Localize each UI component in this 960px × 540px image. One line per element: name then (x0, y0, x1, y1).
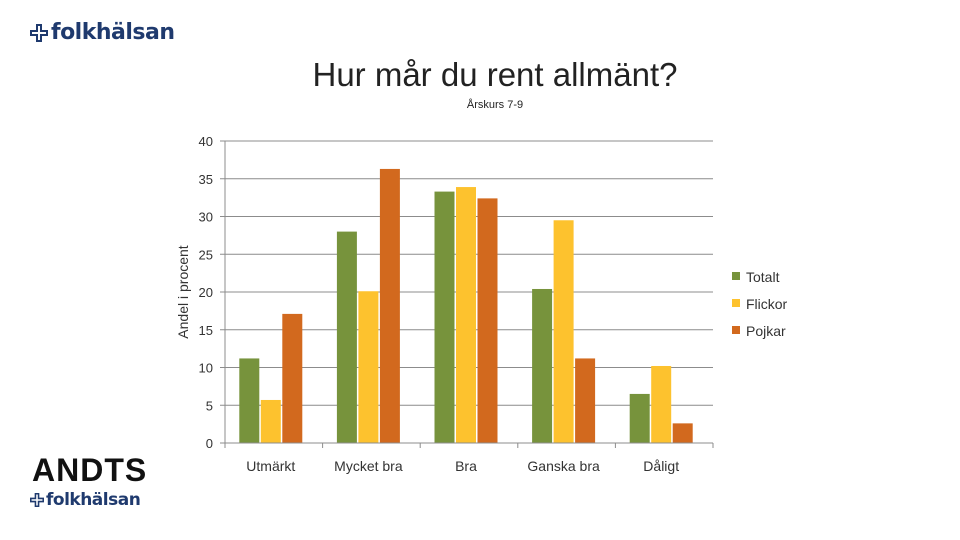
y-tick-label: 30 (199, 210, 213, 225)
plus-cross-icon (30, 493, 44, 507)
y-tick-label: 20 (199, 285, 213, 300)
chart-subtitle: Årskurs 7-9 (466, 99, 524, 111)
legend-swatch (732, 326, 740, 334)
bar-pojkar (477, 198, 498, 443)
brand-name: folkhälsan (51, 20, 175, 45)
y-tick-label: 0 (206, 436, 213, 451)
legend-label: Pojkar (746, 323, 786, 339)
bar-flickor (553, 220, 574, 443)
legend-label: Flickor (746, 296, 788, 312)
x-tick-label: Mycket bra (334, 458, 403, 474)
x-tick-label: Utmärkt (246, 458, 295, 474)
x-tick-label: Dåligt (643, 458, 679, 474)
legend-swatch (732, 299, 740, 307)
plus-cross-icon (30, 23, 48, 42)
x-tick-label: Bra (455, 458, 477, 474)
y-tick-label: 10 (199, 361, 213, 376)
andts-logo: ANDTS (32, 452, 148, 488)
bar-flickor (358, 291, 379, 443)
bar-pojkar (379, 168, 400, 443)
x-tick-label: Ganska bra (527, 458, 600, 474)
y-tick-label: 25 (199, 247, 213, 262)
legend-swatch (732, 272, 740, 280)
bar-totalt (239, 358, 260, 443)
bar-flickor (260, 399, 281, 443)
bar-totalt (336, 231, 357, 443)
bar-flickor (456, 187, 476, 443)
brand-name-bottom: folkhälsan (46, 490, 141, 510)
chart-title: Hur mår du rent allmänt? (312, 56, 678, 93)
bar-totalt (532, 288, 553, 443)
bar-totalt (434, 191, 455, 443)
y-tick-label: 35 (199, 172, 213, 187)
y-tick-label: 15 (199, 323, 213, 338)
bar-pojkar (672, 423, 693, 443)
bar-pojkar (282, 313, 303, 443)
bar-pojkar (575, 358, 596, 443)
bar-totalt (629, 393, 650, 443)
legend-label: Totalt (746, 269, 780, 285)
folkhalsan-logo-top: folkhälsan (30, 20, 175, 45)
folkhalsan-logo-bottom: folkhälsan (30, 490, 141, 510)
y-tick-label: 40 (199, 134, 213, 149)
y-axis-label: Andel i procent (175, 245, 191, 339)
bar-flickor (651, 365, 672, 443)
y-tick-label: 5 (206, 398, 213, 413)
